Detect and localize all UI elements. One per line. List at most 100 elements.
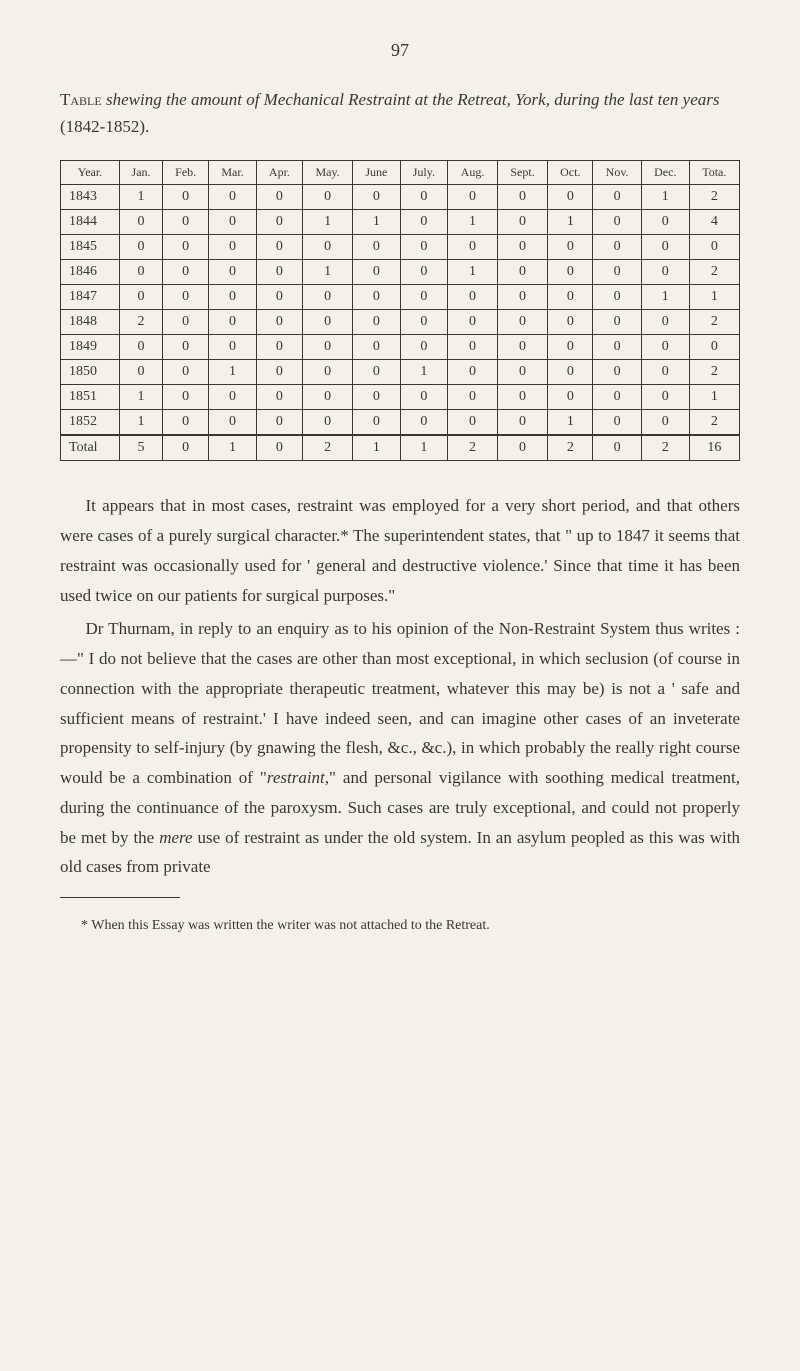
table-cell: 0	[119, 360, 162, 385]
table-header-cell: Tota.	[689, 161, 739, 185]
table-cell: 0	[448, 410, 498, 436]
table-cell: 0	[209, 410, 257, 436]
table-cell: 0	[497, 185, 548, 210]
table-cell: 0	[353, 235, 400, 260]
table-cell: 0	[163, 185, 209, 210]
table-cell: 0	[548, 310, 593, 335]
table-header-row: Year.Jan.Feb.Mar.Apr.May.JuneJuly.Aug.Se…	[61, 161, 740, 185]
paragraph: Dr Thurnam, in reply to an enquiry as to…	[60, 614, 740, 882]
table-header-cell: Feb.	[163, 161, 209, 185]
table-cell: 0	[256, 260, 302, 285]
table-cell: 1	[689, 385, 739, 410]
table-cell: 16	[689, 435, 739, 461]
table-cell: 1	[548, 210, 593, 235]
table-cell: 0	[256, 410, 302, 436]
table-cell: 1	[641, 185, 689, 210]
table-cell: 0	[641, 210, 689, 235]
table-cell: 0	[163, 210, 209, 235]
caption-years: (1842-1852).	[60, 117, 149, 136]
table-cell: 0	[548, 260, 593, 285]
table-header-cell: Dec.	[641, 161, 689, 185]
table-cell: 0	[302, 310, 352, 335]
table-row: 18511000000000001	[61, 385, 740, 410]
table-header-cell: Oct.	[548, 161, 593, 185]
table-cell: 0	[548, 185, 593, 210]
table-cell: 0	[209, 260, 257, 285]
table-cell: 0	[448, 185, 498, 210]
footnote-rule	[60, 897, 180, 898]
table-cell: 2	[448, 435, 498, 461]
table-cell: 0	[163, 310, 209, 335]
table-cell: 0	[256, 335, 302, 360]
table-cell: 0	[448, 335, 498, 360]
table-cell: 0	[593, 260, 642, 285]
table-cell: 0	[641, 360, 689, 385]
table-cell: 0	[209, 385, 257, 410]
table-cell: 0	[256, 360, 302, 385]
table-header-cell: Year.	[61, 161, 120, 185]
table-cell: 1	[448, 260, 498, 285]
table-cell: 0	[119, 210, 162, 235]
table-cell: 0	[400, 260, 448, 285]
table-cell: Total	[61, 435, 120, 461]
table-cell: 2	[689, 260, 739, 285]
table-cell: 0	[256, 285, 302, 310]
table-cell: 0	[302, 185, 352, 210]
table-cell: 0	[353, 385, 400, 410]
table-row: 18490000000000000	[61, 335, 740, 360]
table-cell: 5	[119, 435, 162, 461]
table-cell: 0	[593, 335, 642, 360]
table-cell: 0	[163, 335, 209, 360]
table-cell: 0	[256, 210, 302, 235]
table-cell: 1	[209, 435, 257, 461]
table-cell: 0	[302, 235, 352, 260]
table-cell: 0	[209, 210, 257, 235]
table-cell: 1	[119, 410, 162, 436]
table-cell: 1	[353, 210, 400, 235]
table-cell: 0	[548, 235, 593, 260]
table-cell: 0	[641, 310, 689, 335]
table-cell: 1846	[61, 260, 120, 285]
table-cell: 0	[119, 285, 162, 310]
table-cell: 0	[209, 335, 257, 360]
table-cell: 0	[593, 435, 642, 461]
table-cell: 0	[689, 235, 739, 260]
table-row: 18431000000000012	[61, 185, 740, 210]
table-cell: 0	[163, 435, 209, 461]
table-row: 18450000000000000	[61, 235, 740, 260]
table-cell: 1	[209, 360, 257, 385]
table-row: 18470000000000011	[61, 285, 740, 310]
table-cell: 0	[163, 385, 209, 410]
restraint-table: Year.Jan.Feb.Mar.Apr.May.JuneJuly.Aug.Se…	[60, 160, 740, 461]
table-cell: 0	[400, 235, 448, 260]
table-cell: 0	[548, 360, 593, 385]
table-cell: 0	[641, 335, 689, 360]
table-cell: 0	[400, 385, 448, 410]
table-total-row: Total50102112020216	[61, 435, 740, 461]
table-header-cell: Nov.	[593, 161, 642, 185]
table-cell: 0	[593, 410, 642, 436]
table-cell: 0	[689, 335, 739, 360]
table-cell: 0	[497, 310, 548, 335]
table-row: 18482000000000002	[61, 310, 740, 335]
table-cell: 0	[548, 335, 593, 360]
table-cell: 0	[400, 310, 448, 335]
table-cell: 0	[119, 335, 162, 360]
table-cell: 1845	[61, 235, 120, 260]
table-cell: 0	[302, 285, 352, 310]
table-cell: 0	[256, 385, 302, 410]
table-cell: 0	[302, 385, 352, 410]
table-header-cell: Mar.	[209, 161, 257, 185]
table-cell: 1	[400, 360, 448, 385]
table-cell: 0	[163, 360, 209, 385]
table-cell: 1	[689, 285, 739, 310]
table-cell: 2	[302, 435, 352, 461]
table-cell: 1	[302, 210, 352, 235]
table-cell: 0	[593, 185, 642, 210]
table-cell: 2	[689, 410, 739, 436]
table-cell: 0	[448, 235, 498, 260]
table-cell: 0	[641, 385, 689, 410]
table-cell: 0	[593, 385, 642, 410]
table-cell: 0	[400, 210, 448, 235]
table-cell: 0	[353, 285, 400, 310]
